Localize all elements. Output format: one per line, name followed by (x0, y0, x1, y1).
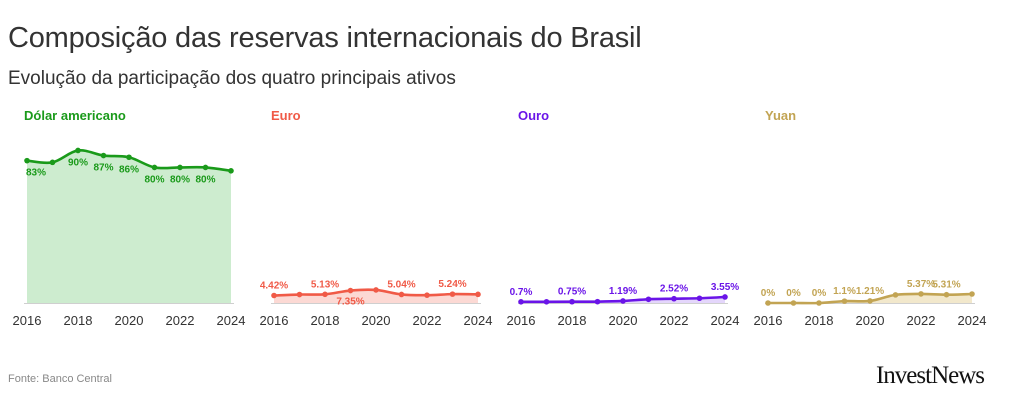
tick-label-euro-2022: 2022 (413, 313, 442, 328)
tick-label-ouro-2024: 2024 (711, 313, 740, 328)
data-label-yuan-2017: 0% (786, 288, 801, 299)
panel-title-yuan: Yuan (765, 108, 796, 123)
data-label-ouro-2024: 3.55% (711, 282, 739, 293)
point-euro-2024 (475, 291, 481, 298)
data-label-dolar-americano-2018: 90% (68, 157, 88, 168)
tick-label-euro-2018: 2018 (311, 313, 340, 328)
point-dolar-americano-2020 (126, 154, 132, 161)
data-label-dolar-americano-2021: 80% (144, 174, 164, 185)
point-dolar-americano-2024 (228, 168, 234, 174)
point-yuan-2019 (841, 298, 848, 304)
data-label-yuan-2016: 0% (761, 288, 776, 299)
point-dolar-americano-2021 (151, 164, 158, 171)
data-label-dolar-americano-2016: 83% (26, 168, 46, 179)
point-ouro-2020 (620, 298, 626, 304)
point-euro-2019 (347, 287, 354, 294)
data-label-ouro-2018: 0.75% (558, 287, 586, 298)
data-label-euro-2019: 7.35% (336, 297, 364, 308)
point-euro-2023 (449, 291, 456, 297)
tick-label-yuan-2024: 2024 (958, 313, 987, 328)
tick-label-dolar-americano-2016: 2016 (13, 313, 42, 328)
data-label-yuan-2022: 5.37% (907, 279, 935, 290)
tick-label-yuan-2018: 2018 (805, 313, 834, 328)
data-label-dolar-americano-2022: 80% (170, 174, 190, 185)
data-label-euro-2016: 4.42% (260, 281, 288, 292)
panel-title-dolar-americano: Dólar americano (24, 108, 126, 123)
data-label-euro-2021: 5.04% (387, 279, 415, 290)
point-euro-2018 (322, 291, 328, 298)
point-euro-2016 (271, 292, 277, 299)
point-ouro-2018 (569, 298, 575, 305)
data-label-yuan-2018: 0% (812, 288, 827, 299)
chart-subtitle: Evolução da participação dos quatro prin… (8, 68, 456, 89)
tick-label-ouro-2020: 2020 (609, 313, 638, 328)
point-euro-2020 (373, 287, 379, 293)
data-label-dolar-americano-2023: 80% (195, 174, 215, 185)
point-ouro-2021 (645, 296, 652, 303)
area-euro (274, 289, 478, 303)
point-yuan-2020 (867, 298, 873, 304)
tick-label-dolar-americano-2024: 2024 (217, 313, 246, 328)
tick-label-ouro-2018: 2018 (558, 313, 587, 328)
point-ouro-2022 (671, 295, 677, 302)
point-dolar-americano-2023 (202, 164, 209, 171)
tick-label-euro-2020: 2020 (362, 313, 391, 328)
point-yuan-2021 (892, 292, 899, 298)
tick-label-euro-2024: 2024 (464, 313, 493, 328)
point-euro-2022 (424, 292, 430, 299)
tick-label-euro-2016: 2016 (260, 313, 289, 328)
point-euro-2021 (398, 291, 405, 298)
point-ouro-2023 (696, 295, 703, 302)
data-label-euro-2018: 5.13% (311, 279, 339, 290)
small-multiples-chart: Dólar americano 83% 90% 87% 86% 80% 80% 80% 2016… (13, 108, 987, 328)
data-label-ouro-2022: 2.52% (660, 284, 688, 295)
data-label-dolar-americano-2019: 87% (93, 163, 113, 174)
data-label-ouro-2016: 0.7% (510, 287, 533, 298)
data-label-yuan-2020: 1.21% (856, 286, 884, 297)
tick-label-dolar-americano-2018: 2018 (64, 313, 93, 328)
tick-label-yuan-2020: 2020 (856, 313, 885, 328)
point-yuan-2023 (943, 291, 950, 298)
point-dolar-americano-2017 (49, 159, 56, 166)
tick-label-ouro-2016: 2016 (507, 313, 536, 328)
point-ouro-2024 (722, 294, 728, 300)
tick-label-yuan-2016: 2016 (754, 313, 783, 328)
tick-label-dolar-americano-2022: 2022 (166, 313, 195, 328)
point-yuan-2017 (790, 300, 797, 306)
data-label-euro-2023: 5.24% (438, 279, 466, 290)
point-dolar-americano-2022 (177, 164, 183, 171)
area-dolar-americano (27, 150, 231, 303)
tick-label-yuan-2022: 2022 (907, 313, 936, 328)
point-yuan-2024 (969, 291, 975, 297)
data-label-dolar-americano-2020: 86% (119, 164, 139, 175)
point-euro-2017 (296, 291, 303, 298)
investnews-logo[interactable]: InvestNews (875, 362, 985, 389)
tick-label-ouro-2022: 2022 (660, 313, 689, 328)
point-yuan-2022 (918, 291, 924, 297)
panel-title-ouro: Ouro (518, 108, 549, 123)
data-label-yuan-2019: 1.1% (833, 286, 856, 297)
chart-title: Composição das reservas internacionais d… (8, 22, 642, 54)
point-ouro-2016 (518, 299, 524, 305)
point-dolar-americano-2016 (24, 157, 30, 164)
point-dolar-americano-2018 (75, 147, 81, 154)
data-label-yuan-2023: 5.31% (932, 280, 960, 291)
point-ouro-2017 (543, 298, 550, 305)
point-yuan-2016 (765, 300, 771, 306)
source-note: Fonte: Banco Central (8, 373, 112, 385)
data-label-ouro-2020: 1.19% (609, 286, 637, 297)
point-ouro-2019 (594, 298, 601, 305)
point-dolar-americano-2019 (100, 152, 107, 159)
tick-label-dolar-americano-2020: 2020 (115, 313, 144, 328)
point-yuan-2018 (816, 300, 822, 306)
panel-title-euro: Euro (271, 108, 301, 123)
